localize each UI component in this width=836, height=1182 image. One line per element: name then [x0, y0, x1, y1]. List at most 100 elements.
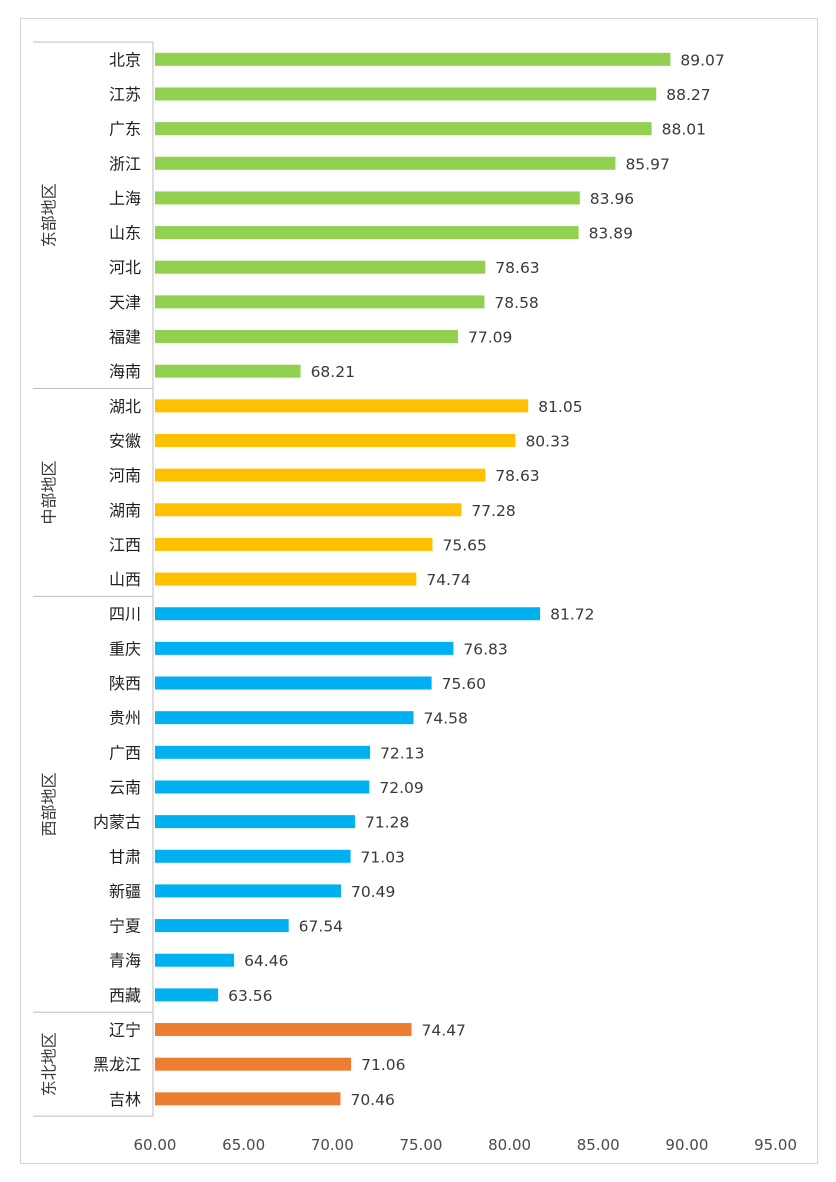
- bar: [155, 641, 454, 655]
- bar: [155, 226, 579, 240]
- bar: [155, 676, 432, 690]
- category-label: 西藏: [109, 986, 141, 1005]
- category-label: 陕西: [109, 674, 141, 693]
- bar: [155, 364, 301, 378]
- x-tick-label: 75.00: [399, 1136, 442, 1154]
- data-label: 71.03: [361, 848, 405, 866]
- category-label: 云南: [109, 778, 141, 797]
- data-label: 64.46: [244, 952, 288, 970]
- data-label: 78.63: [495, 467, 539, 485]
- category-label: 山西: [109, 570, 141, 589]
- bar: [155, 1092, 341, 1106]
- data-label: 77.09: [468, 329, 512, 347]
- bar: [155, 260, 486, 274]
- category-label: 内蒙古: [93, 813, 141, 832]
- x-tick-label: 65.00: [222, 1136, 265, 1154]
- category-label: 宁夏: [109, 917, 141, 936]
- data-label: 67.54: [299, 918, 343, 936]
- bar: [155, 156, 616, 170]
- bar: [155, 191, 580, 205]
- bar: [155, 780, 370, 794]
- data-label: 81.05: [538, 398, 582, 416]
- data-label: 70.49: [351, 883, 395, 901]
- category-label: 四川: [109, 605, 141, 624]
- data-label: 83.96: [590, 190, 634, 208]
- data-label: 78.58: [494, 294, 538, 312]
- data-label: 75.65: [442, 536, 486, 554]
- bar: [155, 295, 485, 309]
- category-label: 甘肃: [109, 847, 141, 866]
- data-label: 85.97: [625, 155, 669, 173]
- bar: [155, 468, 486, 482]
- bar: [155, 399, 529, 413]
- region-label: 中部地区: [40, 460, 59, 524]
- category-label: 山东: [109, 224, 141, 243]
- category-label: 吉林: [109, 1090, 141, 1109]
- bar: [155, 884, 341, 898]
- data-label: 83.89: [589, 225, 633, 243]
- bar: [155, 52, 671, 66]
- bar: [155, 849, 351, 863]
- data-label: 72.09: [379, 779, 423, 797]
- data-label: 72.13: [380, 744, 424, 762]
- category-label: 新疆: [109, 882, 141, 901]
- category-label: 广西: [109, 743, 141, 762]
- data-label: 78.63: [495, 259, 539, 277]
- category-label: 青海: [109, 951, 141, 970]
- category-label: 福建: [109, 328, 141, 347]
- category-label: 湖北: [109, 397, 141, 416]
- data-label: 77.28: [471, 502, 515, 520]
- bar: [155, 433, 516, 447]
- bar: [155, 988, 219, 1002]
- data-label: 70.46: [350, 1091, 394, 1109]
- data-label: 71.06: [361, 1056, 405, 1074]
- x-tick-label: 60.00: [134, 1136, 177, 1154]
- x-tick-label: 90.00: [665, 1136, 708, 1154]
- category-label: 北京: [109, 50, 141, 69]
- region-label: 东北地区: [40, 1032, 59, 1096]
- bar: [155, 919, 289, 933]
- x-tick-label: 95.00: [754, 1136, 797, 1154]
- bar: [155, 122, 652, 136]
- data-label: 75.60: [442, 675, 486, 693]
- bar: [155, 537, 433, 551]
- data-label: 71.28: [365, 814, 409, 832]
- category-label: 天津: [109, 293, 141, 312]
- bar: [155, 87, 657, 101]
- data-label: 68.21: [311, 363, 355, 381]
- bar: [155, 503, 462, 517]
- data-label: 63.56: [228, 987, 272, 1005]
- category-label: 黑龙江: [93, 1055, 141, 1074]
- x-tick-label: 85.00: [577, 1136, 620, 1154]
- bar: [155, 330, 459, 344]
- data-label: 81.72: [550, 606, 594, 624]
- category-label: 江苏: [109, 85, 141, 104]
- category-label: 河南: [109, 466, 141, 485]
- data-label: 76.83: [463, 640, 507, 658]
- bar: [155, 815, 355, 829]
- bar: [155, 607, 541, 621]
- category-label: 安徽: [109, 431, 141, 450]
- category-label: 江西: [109, 535, 141, 554]
- data-label: 88.01: [662, 121, 706, 139]
- category-label: 贵州: [109, 709, 141, 728]
- data-label: 89.07: [680, 51, 724, 69]
- bar: [155, 953, 235, 967]
- bar: [155, 572, 417, 586]
- category-label: 河北: [109, 258, 141, 277]
- category-label: 辽宁: [109, 1021, 141, 1040]
- bar: [155, 1057, 352, 1071]
- category-label: 湖南: [109, 501, 141, 520]
- x-tick-label: 80.00: [488, 1136, 531, 1154]
- x-tick-label: 70.00: [311, 1136, 354, 1154]
- data-label: 80.33: [525, 432, 569, 450]
- category-label: 浙江: [109, 154, 141, 173]
- data-label: 74.47: [422, 1022, 466, 1040]
- region-label: 东部地区: [40, 183, 59, 247]
- category-label: 上海: [109, 189, 141, 208]
- region-label: 西部地区: [40, 772, 59, 836]
- data-label: 74.58: [424, 710, 468, 728]
- data-label: 88.27: [666, 86, 710, 104]
- category-label: 广东: [109, 120, 141, 139]
